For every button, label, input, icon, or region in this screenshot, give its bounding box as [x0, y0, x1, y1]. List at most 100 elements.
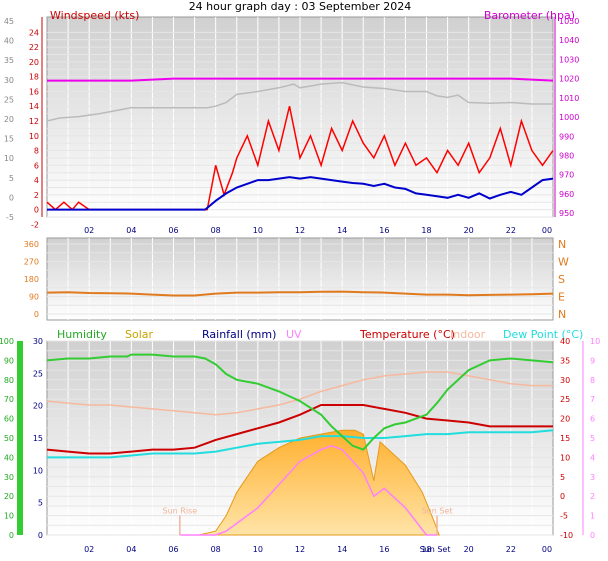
wind-axis-tick: 4 [34, 176, 39, 185]
gust-axis-tick: 10 [4, 154, 14, 163]
x-tick-label: 14 [337, 545, 347, 554]
wind-average-line [47, 176, 554, 211]
direction-axis-tick: 0 [34, 310, 39, 319]
gust-axis-tick: 30 [4, 76, 14, 85]
wind-axis-tick: 6 [34, 161, 39, 170]
x-tick-label: 18 [421, 226, 431, 235]
baro-axis-tick: 980 [559, 152, 574, 161]
gust-axis-tick: 45 [4, 17, 14, 26]
humidity-axis-tick: 100 [0, 337, 14, 346]
dewpoint-label: Dew Point (°C) [503, 328, 583, 341]
temperature-axis-tick: 30 [560, 376, 570, 385]
baro-axis-tick: 1010 [559, 94, 579, 103]
gust-axis-tick: 5 [9, 174, 14, 183]
humidity-label: Humidity [57, 328, 107, 341]
baro-axis-tick: 1000 [559, 113, 579, 122]
gust-axis-tick: 35 [4, 56, 14, 65]
rain-axis-tick: 0 [38, 531, 43, 540]
uv-axis-tick: 0 [590, 531, 595, 540]
baro-axis-tick: 1040 [559, 36, 579, 45]
wind-axis-tick: 14 [29, 102, 39, 111]
humidity-axis-tick: 80 [4, 376, 14, 385]
x-tick-label: 12 [295, 226, 305, 235]
barometer-line [47, 77, 554, 82]
uv-axis-tick: 7 [590, 395, 595, 404]
compass-axis-tick: E [558, 291, 565, 304]
wind-axis-tick: 20 [29, 58, 39, 67]
humidity-line [46, 353, 554, 451]
wind-axis-tick: 12 [29, 117, 39, 126]
uv-axis-tick: 6 [590, 415, 595, 424]
x-tick-label: 06 [168, 545, 178, 554]
gust-axis-tick: 0 [9, 193, 14, 202]
gust-axis-tick: 25 [4, 95, 14, 104]
plot-layer [46, 77, 554, 536]
humidity-axis-tick: 10 [4, 512, 14, 521]
indoor-label: Indoor [450, 328, 486, 341]
x-tick-label: 18 [421, 545, 431, 554]
x-tick-label: 16 [379, 226, 389, 235]
indoor-line [46, 371, 553, 416]
dewpoint-line [47, 429, 554, 459]
temperature-axis-tick: 0 [560, 492, 565, 501]
x-tick-label: 04 [126, 226, 136, 235]
x-tick-label: 12 [295, 545, 305, 554]
compass-axis-tick: N [558, 308, 566, 321]
x-tick-label: 06 [168, 226, 178, 235]
uv-axis-tick: 2 [590, 492, 595, 501]
baro-axis-tick: 970 [559, 171, 574, 180]
wind-axis-tick: 24 [29, 28, 39, 37]
baro-axis-tick: 1020 [559, 75, 579, 84]
wind-direction-line [46, 290, 554, 297]
x-tick-label: 04 [126, 545, 136, 554]
uv-axis-tick: 8 [590, 376, 595, 385]
humidity-axis-bar [17, 341, 23, 535]
temperature-label: Temperature (°C) [359, 328, 455, 341]
humidity-axis-tick: 60 [4, 415, 14, 424]
wind-axis-tick: 2 [34, 191, 39, 200]
gust-axis-tick: 20 [4, 115, 14, 124]
humidity-axis-tick: 50 [4, 434, 14, 443]
gust-axis-tick: 40 [4, 37, 14, 46]
x-tick-label: 10 [253, 545, 263, 554]
uv-axis-tick: 3 [590, 473, 595, 482]
humidity-axis-tick: 70 [4, 395, 14, 404]
tick-labels: 0202040406060808101012121414161618182020… [0, 17, 600, 554]
gust-line [46, 81, 553, 122]
wind-axis-tick: 18 [29, 73, 39, 82]
sunset-axis-label: Sun Set [420, 545, 451, 554]
wind-axis-tick: 8 [34, 147, 39, 156]
temperature-axis-tick: 15 [560, 434, 570, 443]
x-tick-label: 02 [84, 545, 94, 554]
x-tick-label: 02 [84, 226, 94, 235]
temperature-axis-tick: -5 [560, 512, 568, 521]
uv-line [179, 445, 437, 536]
temperature-axis-tick: 20 [560, 415, 570, 424]
x-tick-label: 00 [542, 545, 552, 554]
gust-axis-tick: 15 [4, 135, 14, 144]
baro-axis-tick: 990 [559, 132, 574, 141]
temperature-axis-tick: -10 [560, 531, 573, 540]
x-tick-label: 20 [464, 545, 474, 554]
x-tick-label: 20 [464, 226, 474, 235]
x-tick-label: 08 [211, 545, 221, 554]
x-tick-label: 00 [542, 226, 552, 235]
humidity-axis-tick: 20 [4, 492, 14, 501]
rainfall-label: Rainfall (mm) [202, 328, 276, 341]
temperature-axis-tick: 5 [560, 473, 565, 482]
uv-axis-tick: 9 [590, 356, 595, 365]
baro-axis-tick: 960 [559, 190, 574, 199]
x-tick-label: 22 [506, 226, 516, 235]
uv-axis-tick: 5 [590, 434, 595, 443]
uv-label: UV [286, 328, 302, 341]
rain-axis-tick: 20 [33, 402, 43, 411]
temperature-axis-tick: 10 [560, 453, 570, 462]
baro-axis-tick: 1050 [559, 17, 579, 26]
direction-axis-tick: 360 [24, 240, 39, 249]
wind-axis-tick: 22 [29, 43, 39, 52]
x-tick-label: 10 [253, 226, 263, 235]
direction-axis-tick: 270 [24, 258, 39, 267]
temperature-axis-tick: 25 [560, 395, 570, 404]
solar-area [184, 429, 440, 536]
